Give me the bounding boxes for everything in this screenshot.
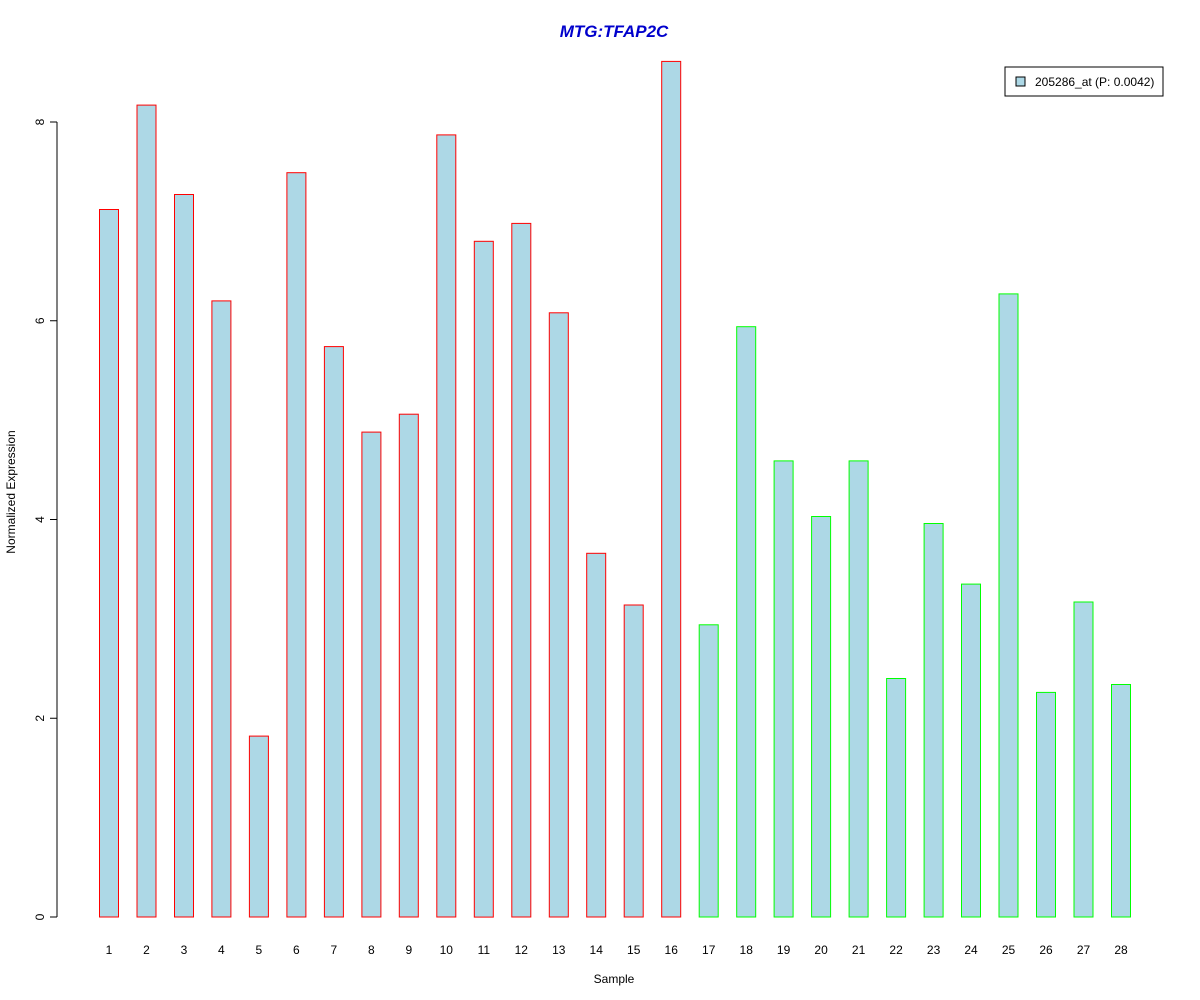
x-axis-title: Sample (594, 972, 635, 986)
x-tick-label: 4 (218, 943, 225, 957)
x-tick-label: 6 (293, 943, 300, 957)
x-tick-label: 1 (106, 943, 113, 957)
y-axis: 0 2 4 6 8 (33, 118, 58, 920)
bar-sample-1 (99, 209, 119, 918)
x-tick-label: 14 (590, 943, 604, 957)
bar-sample-26 (1036, 691, 1056, 918)
y-tick-label: 8 (33, 118, 47, 125)
bar-sample-14 (586, 552, 607, 918)
chart-title: MTG:TFAP2C (560, 22, 669, 41)
x-tick-label: 17 (702, 943, 716, 957)
bar-sample-17 (698, 624, 719, 918)
legend-swatch (1015, 76, 1026, 87)
x-tick-label: 13 (552, 943, 566, 957)
x-tick-label: 26 (1039, 943, 1053, 957)
x-tick-label: 3 (181, 943, 188, 957)
bar-sample-15 (623, 604, 644, 918)
y-axis-title: Normalized Expression (4, 430, 18, 553)
bar-sample-5 (248, 735, 269, 918)
bar-sample-20 (811, 516, 832, 918)
legend-box (1004, 66, 1164, 97)
bar-sample-10 (436, 134, 457, 918)
bar-sample-2 (136, 104, 157, 918)
bars-group (99, 60, 1131, 918)
bar-sample-19 (773, 460, 794, 918)
x-tick-label: 21 (852, 943, 866, 957)
x-tick-label: 23 (927, 943, 941, 957)
bar-sample-7 (323, 346, 344, 918)
bar-sample-28 (1111, 684, 1131, 918)
x-tick-label: 5 (256, 943, 263, 957)
y-tick-label: 4 (33, 516, 47, 523)
x-tick-label: 9 (405, 943, 412, 957)
bar-sample-9 (398, 413, 419, 918)
x-tick-labels: 1 2 3 4 5 6 7 8 9 10 11 12 13 14 15 16 17 18 19 20 21 22 23 24 2… (106, 943, 1128, 957)
bar-sample-23 (923, 523, 944, 918)
bar-sample-21 (848, 460, 869, 918)
y-tick-label: 6 (33, 317, 47, 324)
bar-sample-27 (1073, 601, 1094, 918)
x-tick-label: 18 (740, 943, 754, 957)
x-tick-label: 12 (515, 943, 529, 957)
bar-sample-16 (661, 60, 682, 918)
bar-sample-11 (473, 240, 494, 918)
x-tick-label: 11 (478, 943, 491, 957)
x-tick-label: 24 (964, 943, 978, 957)
bar-sample-12 (511, 222, 532, 918)
x-tick-label: 8 (368, 943, 375, 957)
x-tick-label: 19 (777, 943, 791, 957)
bar-sample-18 (736, 326, 757, 918)
bar-sample-4 (211, 300, 232, 918)
x-tick-label: 16 (665, 943, 679, 957)
y-tick-label: 2 (33, 715, 47, 722)
bar-sample-22 (886, 678, 907, 918)
x-tick-label: 2 (143, 943, 150, 957)
x-tick-label: 22 (889, 943, 903, 957)
x-tick-label: 10 (440, 943, 454, 957)
x-tick-label: 15 (627, 943, 641, 957)
bar-sample-25 (998, 293, 1019, 918)
x-tick-label: 7 (331, 943, 338, 957)
x-tick-label: 27 (1077, 943, 1091, 957)
bar-sample-8 (361, 431, 382, 918)
legend: 205286_at (P: 0.0042) (1004, 66, 1164, 97)
x-tick-label: 20 (814, 943, 828, 957)
bar-sample-24 (961, 583, 981, 918)
bar-sample-13 (548, 312, 569, 918)
y-tick-label: 0 (33, 913, 47, 920)
x-tick-label: 25 (1002, 943, 1016, 957)
x-tick-label: 28 (1114, 943, 1128, 957)
legend-label: 205286_at (P: 0.0042) (1035, 75, 1154, 89)
bar-sample-3 (174, 194, 194, 918)
bar-sample-6 (286, 172, 307, 918)
